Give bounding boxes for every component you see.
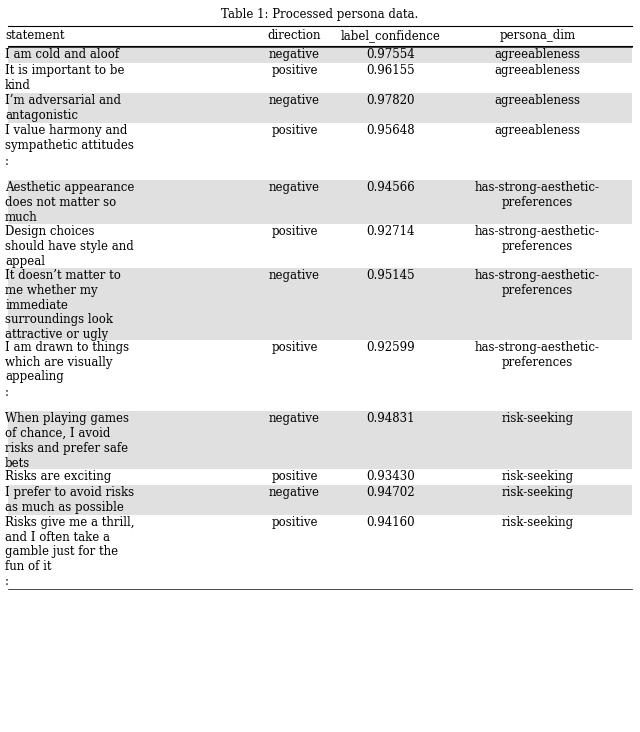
Text: 0.94160: 0.94160 (366, 516, 415, 529)
Text: has-strong-aesthetic-
preferences: has-strong-aesthetic- preferences (475, 182, 600, 209)
Text: negative: negative (269, 486, 320, 499)
Text: :: : (5, 575, 9, 588)
Text: Table 1: Processed persona data.: Table 1: Processed persona data. (221, 8, 419, 21)
Text: It is important to be
kind: It is important to be kind (5, 64, 125, 92)
Text: agreeableness: agreeableness (495, 94, 580, 107)
Text: I’m adversarial and
antagonistic: I’m adversarial and antagonistic (5, 94, 121, 122)
Text: 0.95648: 0.95648 (366, 124, 415, 137)
Text: risk-seeking: risk-seeking (502, 470, 573, 483)
Text: I am cold and aloof: I am cold and aloof (5, 48, 119, 61)
Bar (8, 181, 632, 224)
Text: has-strong-aesthetic-
preferences: has-strong-aesthetic- preferences (475, 225, 600, 253)
Text: negative: negative (269, 269, 320, 282)
Text: 0.93430: 0.93430 (366, 470, 415, 483)
Text: agreeableness: agreeableness (495, 64, 580, 77)
Text: direction: direction (268, 29, 321, 42)
Text: I prefer to avoid risks
as much as possible: I prefer to avoid risks as much as possi… (5, 486, 134, 514)
Text: 0.94831: 0.94831 (366, 412, 415, 425)
Text: has-strong-aesthetic-
preferences: has-strong-aesthetic- preferences (475, 269, 600, 297)
Text: Aesthetic appearance
does not matter so
much: Aesthetic appearance does not matter so … (5, 182, 134, 224)
Text: I value harmony and
sympathetic attitudes: I value harmony and sympathetic attitude… (5, 124, 134, 152)
Bar (8, 411, 632, 469)
Text: statement: statement (5, 29, 65, 42)
Text: 0.96155: 0.96155 (366, 64, 415, 77)
Text: risk-seeking: risk-seeking (502, 412, 573, 425)
Text: positive: positive (271, 124, 317, 137)
Text: 0.94702: 0.94702 (366, 486, 415, 499)
Text: positive: positive (271, 516, 317, 529)
Text: When playing games
of chance, I avoid
risks and prefer safe
bets: When playing games of chance, I avoid ri… (5, 412, 129, 470)
Text: positive: positive (271, 64, 317, 77)
Text: agreeableness: agreeableness (495, 48, 580, 61)
Text: Risks give me a thrill,
and I often take a
gamble just for the
fun of it: Risks give me a thrill, and I often take… (5, 516, 134, 573)
Text: 0.95145: 0.95145 (366, 269, 415, 282)
Text: negative: negative (269, 94, 320, 107)
Text: label_confidence: label_confidence (340, 29, 440, 42)
Text: negative: negative (269, 48, 320, 61)
Text: 0.92599: 0.92599 (366, 340, 415, 354)
Text: positive: positive (271, 470, 317, 483)
Text: risk-seeking: risk-seeking (502, 516, 573, 529)
Text: Design choices
should have style and
appeal: Design choices should have style and app… (5, 225, 134, 268)
Bar (8, 93, 632, 123)
Text: 0.97554: 0.97554 (366, 48, 415, 61)
Text: has-strong-aesthetic-
preferences: has-strong-aesthetic- preferences (475, 340, 600, 368)
Text: :: : (5, 155, 9, 168)
Text: 0.94566: 0.94566 (366, 182, 415, 195)
Text: positive: positive (271, 340, 317, 354)
Text: :: : (5, 386, 9, 399)
Text: negative: negative (269, 182, 320, 195)
Bar (8, 485, 632, 515)
Text: negative: negative (269, 412, 320, 425)
Text: I am drawn to things
which are visually
appealing: I am drawn to things which are visually … (5, 340, 129, 384)
Text: It doesn’t matter to
me whether my
immediate
surroundings look
attractive or ugl: It doesn’t matter to me whether my immed… (5, 269, 121, 341)
Text: persona_dim: persona_dim (500, 29, 575, 42)
Text: agreeableness: agreeableness (495, 124, 580, 137)
Bar (8, 268, 632, 340)
Text: positive: positive (271, 225, 317, 239)
Text: Risks are exciting: Risks are exciting (5, 470, 111, 483)
Bar (8, 47, 632, 63)
Text: risk-seeking: risk-seeking (502, 486, 573, 499)
Text: 0.97820: 0.97820 (366, 94, 415, 107)
Text: 0.92714: 0.92714 (366, 225, 415, 239)
